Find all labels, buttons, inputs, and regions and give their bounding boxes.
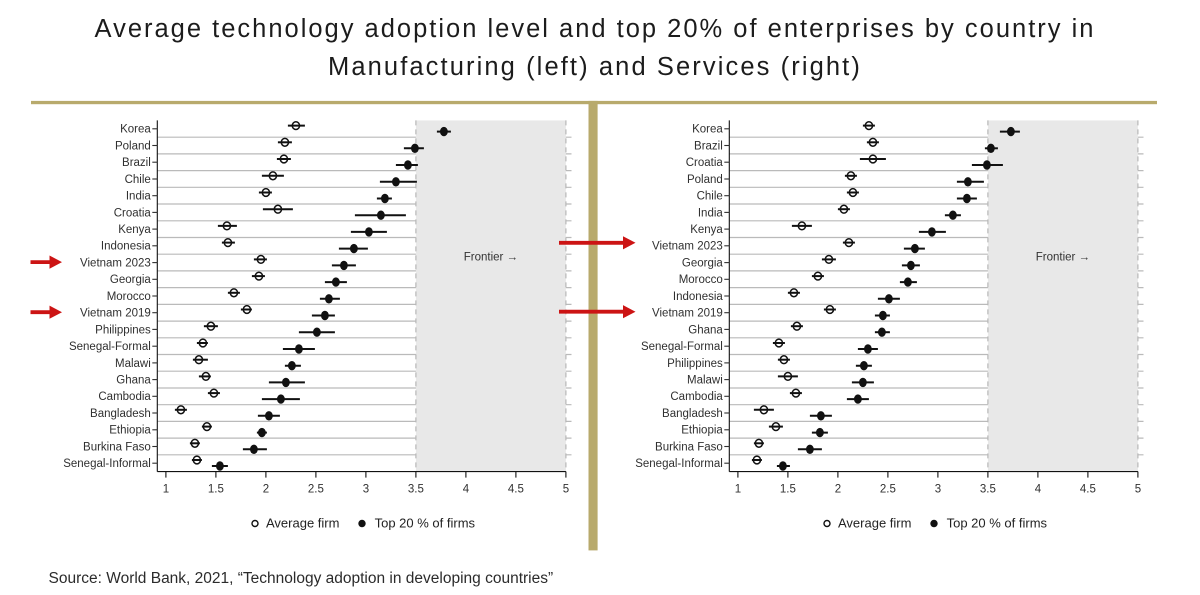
svg-text:Bangladesh: Bangladesh <box>90 408 151 420</box>
svg-text:Indonesia: Indonesia <box>101 241 151 253</box>
svg-text:3: 3 <box>935 484 941 496</box>
svg-text:Vietnam 2019: Vietnam 2019 <box>652 308 723 320</box>
svg-text:Senegal-Formal: Senegal-Formal <box>641 341 723 353</box>
svg-text:Chile: Chile <box>125 174 151 186</box>
svg-text:4.5: 4.5 <box>508 484 524 496</box>
svg-text:Burkina Faso: Burkina Faso <box>655 441 723 453</box>
svg-text:2: 2 <box>263 484 269 496</box>
svg-text:Croatia: Croatia <box>114 207 152 219</box>
svg-text:Brazil: Brazil <box>122 157 151 169</box>
svg-text:4: 4 <box>463 484 470 496</box>
svg-text:Croatia: Croatia <box>686 157 724 169</box>
svg-text:Malawi: Malawi <box>687 375 723 387</box>
svg-text:Malawi: Malawi <box>115 358 151 370</box>
svg-text:Kenya: Kenya <box>118 224 151 236</box>
svg-text:1.5: 1.5 <box>208 484 224 496</box>
svg-text:Ethiopia: Ethiopia <box>681 425 723 437</box>
svg-text:Ghana: Ghana <box>688 324 723 336</box>
svg-text:Philippines: Philippines <box>667 358 723 370</box>
svg-text:Average technology adoption le: Average technology adoption level and to… <box>95 15 1096 43</box>
svg-text:3: 3 <box>363 484 369 496</box>
svg-text:Brazil: Brazil <box>694 140 723 152</box>
svg-text:Vietnam 2023: Vietnam 2023 <box>80 258 151 270</box>
svg-text:Indonesia: Indonesia <box>673 291 723 303</box>
svg-text:2: 2 <box>835 484 841 496</box>
svg-text:Frontier →: Frontier → <box>1036 252 1090 264</box>
svg-text:2.5: 2.5 <box>308 484 324 496</box>
svg-text:Georgia: Georgia <box>110 274 152 286</box>
svg-text:Chile: Chile <box>697 191 723 203</box>
svg-text:Morocco: Morocco <box>107 291 151 303</box>
svg-text:Vietnam 2023: Vietnam 2023 <box>652 241 723 253</box>
svg-text:Average firm: Average firm <box>838 516 911 531</box>
svg-text:Senegal-Formal: Senegal-Formal <box>69 341 151 353</box>
svg-text:Ghana: Ghana <box>116 375 151 387</box>
svg-text:1: 1 <box>163 484 169 496</box>
svg-text:Ethiopia: Ethiopia <box>109 425 151 437</box>
svg-text:Top 20 % of firms: Top 20 % of firms <box>947 516 1048 531</box>
svg-text:5: 5 <box>563 484 569 496</box>
svg-text:Cambodia: Cambodia <box>98 391 151 403</box>
svg-text:Morocco: Morocco <box>679 274 723 286</box>
svg-text:Kenya: Kenya <box>690 224 723 236</box>
svg-text:Cambodia: Cambodia <box>670 391 723 403</box>
svg-text:India: India <box>698 207 724 219</box>
svg-text:Poland: Poland <box>687 174 723 186</box>
svg-text:Manufacturing (left) and Servi: Manufacturing (left) and Services (right… <box>328 53 862 81</box>
svg-text:1: 1 <box>735 484 741 496</box>
svg-text:Senegal-Informal: Senegal-Informal <box>635 458 723 470</box>
svg-text:Top 20 % of firms: Top 20 % of firms <box>375 516 476 531</box>
svg-text:Source: World Bank, 2021, “Tec: Source: World Bank, 2021, “Technology ad… <box>49 570 554 587</box>
svg-text:5: 5 <box>1135 484 1141 496</box>
svg-text:1.5: 1.5 <box>780 484 796 496</box>
svg-text:Philippines: Philippines <box>95 324 151 336</box>
svg-text:Poland: Poland <box>115 140 151 152</box>
svg-text:Frontier →: Frontier → <box>464 252 518 264</box>
svg-text:Vietnam 2019: Vietnam 2019 <box>80 308 151 320</box>
svg-text:2.5: 2.5 <box>880 484 896 496</box>
svg-text:Average firm: Average firm <box>266 516 339 531</box>
svg-text:Senegal-Informal: Senegal-Informal <box>63 458 151 470</box>
svg-text:Korea: Korea <box>692 124 723 136</box>
svg-text:3.5: 3.5 <box>408 484 424 496</box>
svg-text:Georgia: Georgia <box>682 258 724 270</box>
svg-text:Burkina Faso: Burkina Faso <box>83 441 151 453</box>
svg-text:Bangladesh: Bangladesh <box>662 408 723 420</box>
svg-text:3.5: 3.5 <box>980 484 996 496</box>
svg-text:Korea: Korea <box>120 124 151 136</box>
svg-text:4: 4 <box>1035 484 1042 496</box>
svg-text:4.5: 4.5 <box>1080 484 1096 496</box>
svg-text:India: India <box>126 191 152 203</box>
